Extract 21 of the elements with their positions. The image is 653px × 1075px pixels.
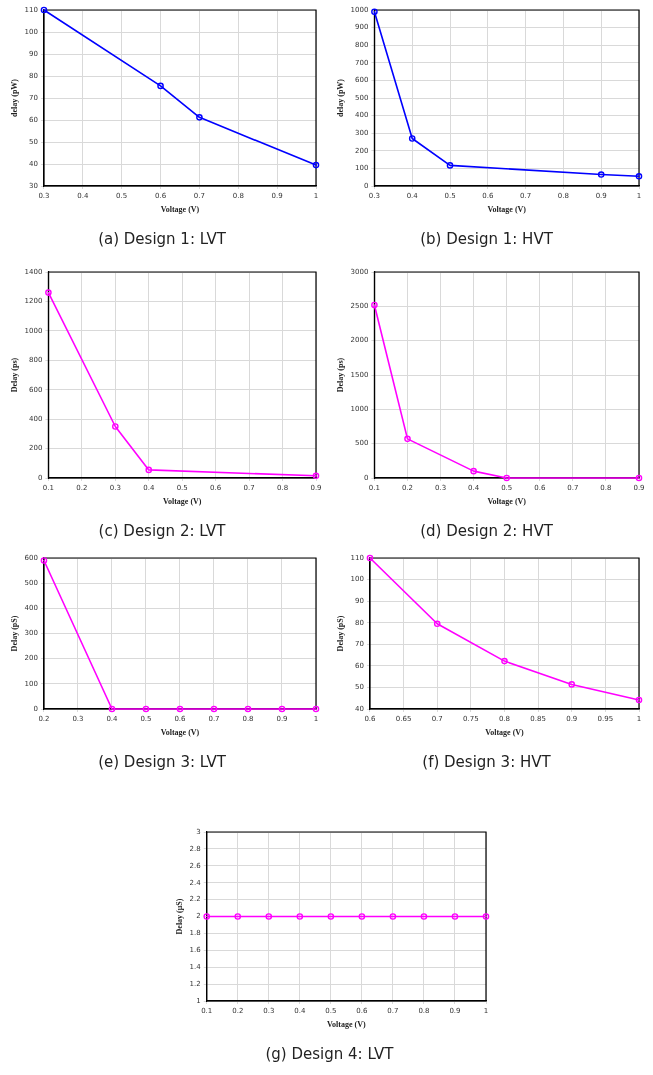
y-axis-title: Delay (μS) (174, 898, 184, 935)
text: (a) Design 1: LVT (98, 229, 227, 248)
text: (f) Design 3: HVT (422, 752, 552, 771)
y-axis-title: delay (pW) (9, 78, 19, 117)
y-axis-title: delay (pW) (335, 78, 345, 117)
text: (c) Design 2: LVT (98, 521, 227, 540)
y-axis-title: Delay (pS) (9, 615, 19, 652)
text: (b) Design 1: HVT (420, 229, 554, 248)
text: (d) Design 2: HVT (420, 521, 554, 540)
x-axis-title: Voltage (V) (487, 497, 527, 507)
x-axis-title: Voltage (V) (160, 205, 200, 215)
x-axis-title: Voltage (V) (327, 1020, 366, 1030)
x-axis-title: Voltage (V) (485, 728, 525, 738)
y-axis-title: Delay (pS) (335, 615, 345, 652)
text: (e) Design 3: LVT (98, 752, 227, 771)
y-axis-title: Delay (ps) (9, 357, 19, 393)
x-axis-title: Voltage (V) (162, 497, 202, 507)
x-axis-title: Voltage (V) (487, 205, 527, 215)
y-axis-title: Delay (ps) (335, 357, 345, 393)
x-axis-title: Voltage (V) (160, 728, 200, 738)
text: (g) Design 4: LVT (265, 1044, 395, 1063)
